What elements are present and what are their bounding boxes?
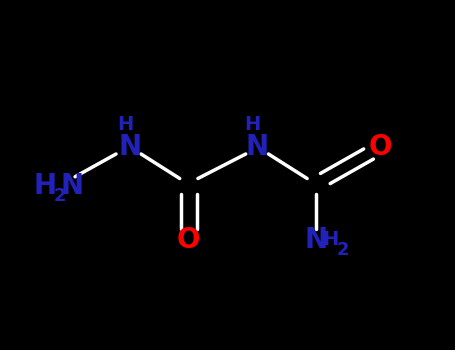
Text: H: H [117, 115, 133, 134]
Text: N: N [118, 133, 141, 161]
Text: O: O [368, 133, 392, 161]
Text: H: H [244, 115, 261, 134]
Text: N: N [61, 172, 83, 200]
Text: N: N [246, 133, 268, 161]
Text: N: N [305, 226, 328, 254]
Text: O: O [177, 226, 201, 254]
Text: 2: 2 [54, 187, 66, 205]
Text: 2: 2 [336, 241, 349, 259]
Text: H: H [34, 172, 57, 200]
Text: H: H [323, 230, 339, 249]
